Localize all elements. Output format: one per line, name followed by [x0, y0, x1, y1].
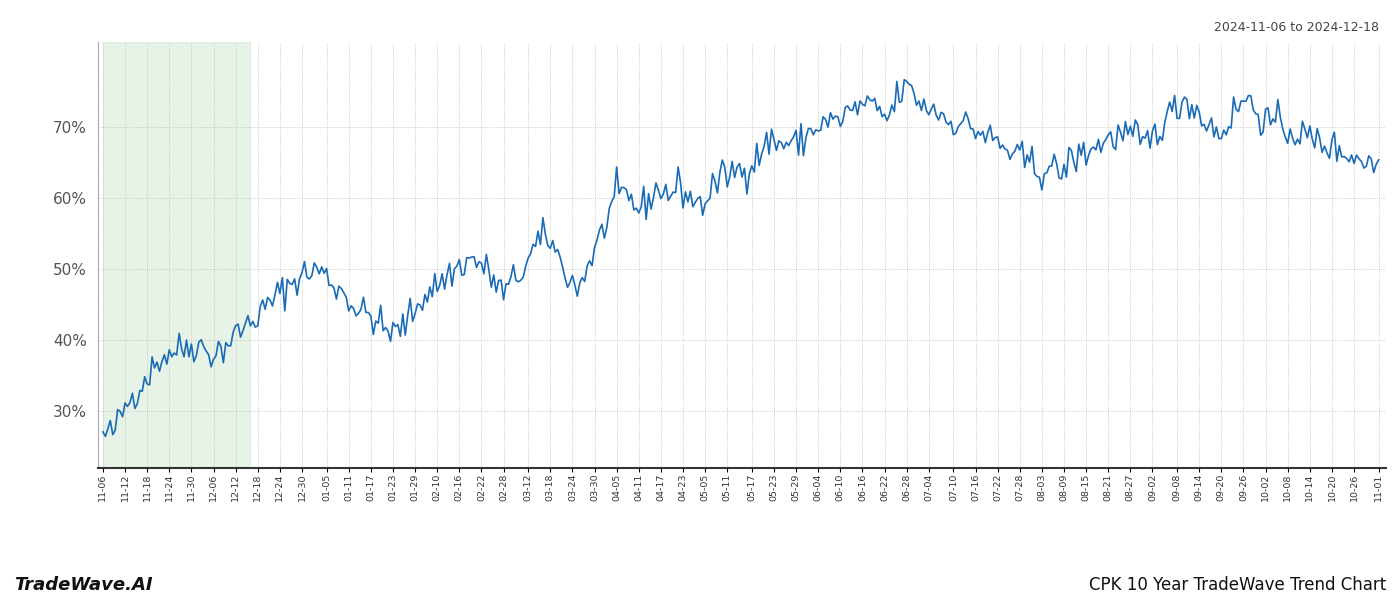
- Text: 2024-11-06 to 2024-12-18: 2024-11-06 to 2024-12-18: [1214, 21, 1379, 34]
- Text: CPK 10 Year TradeWave Trend Chart: CPK 10 Year TradeWave Trend Chart: [1089, 576, 1386, 594]
- Bar: [104, 42, 249, 468]
- Text: TradeWave.AI: TradeWave.AI: [14, 576, 153, 594]
